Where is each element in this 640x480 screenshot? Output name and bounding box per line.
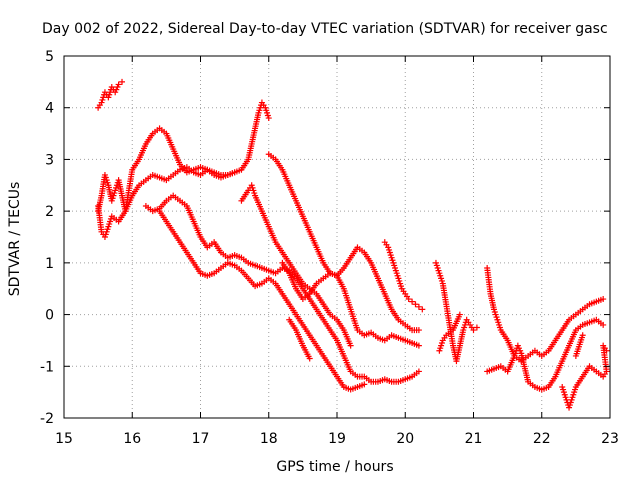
y-tick-label: 1 [45, 256, 54, 272]
data-point [306, 355, 313, 362]
x-tick-label: 16 [123, 431, 141, 447]
data-point [409, 298, 416, 305]
series-track-e [156, 208, 368, 393]
y-tick-label: 2 [45, 204, 54, 220]
series-track-d [142, 192, 422, 385]
x-tick-label: 23 [601, 431, 619, 447]
data-point [231, 169, 238, 176]
series-track-f [238, 182, 354, 349]
y-tick-label: -2 [40, 411, 54, 427]
data-point [265, 115, 272, 122]
data-point [600, 321, 607, 328]
data-point [579, 332, 586, 339]
series-track-m [484, 316, 607, 393]
series-track-i [286, 316, 313, 362]
series-track-l [484, 265, 607, 365]
data-point [456, 311, 463, 318]
series-track-k [432, 259, 480, 365]
data-point [419, 306, 426, 313]
x-tick-label: 18 [260, 431, 278, 447]
data-point [405, 296, 412, 303]
y-tick-label: 4 [45, 101, 54, 117]
chart-title: Day 002 of 2022, Sidereal Day-to-day VTE… [42, 21, 608, 37]
series-track-n [559, 332, 610, 411]
data-point [347, 342, 354, 349]
y-tick-label: -1 [40, 359, 54, 375]
data-point [115, 81, 122, 88]
x-tick-label: 17 [192, 431, 210, 447]
data-point [603, 347, 610, 354]
data-point [600, 296, 607, 303]
data-point [470, 327, 477, 334]
data-point [415, 342, 422, 349]
y-tick-label: 3 [45, 152, 54, 168]
data-point [415, 303, 422, 310]
data-point [412, 301, 419, 308]
series-track-c [95, 164, 238, 240]
series-track-h [279, 259, 422, 349]
series-track-g [265, 151, 422, 334]
data-points [95, 78, 610, 411]
x-tick-label: 19 [328, 431, 346, 447]
series-track-a [95, 78, 126, 111]
data-point [361, 381, 368, 388]
x-tick-label: 20 [396, 431, 414, 447]
axis-ticks [63, 55, 611, 419]
y-tick-label: 5 [45, 49, 54, 65]
y-axis-label: SDTVAR / TECUs [7, 182, 23, 297]
data-point [473, 324, 480, 331]
x-tick-label: 21 [465, 431, 483, 447]
x-axis-label: GPS time / hours [276, 459, 393, 475]
x-tick-label: 22 [533, 431, 551, 447]
data-point [415, 368, 422, 375]
y-tick-label: 0 [45, 308, 54, 324]
x-tick-label: 15 [55, 431, 73, 447]
grid [64, 56, 610, 418]
data-point [119, 78, 126, 85]
series-track-j [381, 239, 426, 313]
data-point [415, 327, 422, 334]
